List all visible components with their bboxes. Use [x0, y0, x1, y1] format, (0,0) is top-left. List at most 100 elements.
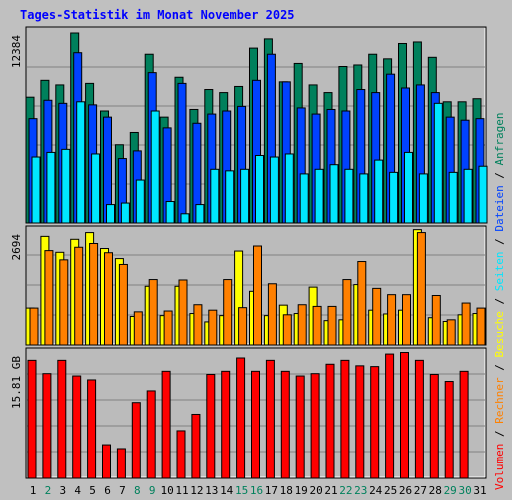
legend-separator: / [493, 358, 506, 378]
x-tick-label: 25 [384, 484, 397, 497]
x-tick-label: 30 [458, 484, 471, 497]
bar-volumen-day-12 [191, 413, 201, 479]
bar-volumen-day-15 [236, 357, 246, 479]
x-tick-label: 12 [190, 484, 203, 497]
bar-rechner-day-13 [208, 309, 218, 346]
bar-volumen-day-21 [325, 363, 335, 479]
x-tick-label: 16 [250, 484, 263, 497]
bar-seiten-day-14 [225, 170, 235, 224]
bar-volumen-day-22 [340, 359, 350, 479]
legend-separator: / [493, 424, 506, 444]
legend-item-seiten: Seiten [493, 252, 506, 292]
bar-rechner-day-31 [476, 307, 486, 346]
bar-volumen-day-19 [295, 375, 305, 479]
x-tick-label: 22 [339, 484, 352, 497]
bar-rechner-day-6 [104, 252, 113, 346]
bar-seiten-day-24 [374, 159, 384, 224]
bar-volumen-day-30 [459, 370, 469, 479]
bar-seiten-day-31 [478, 165, 488, 224]
legend: Volumen / Rechner / Besuche / Seiten / D… [493, 112, 506, 490]
bar-seiten-day-26 [404, 151, 413, 224]
bar-volumen-day-6 [102, 444, 111, 479]
legend-item-dateien: Dateien [493, 185, 506, 231]
bar-seiten-day-10 [165, 201, 175, 224]
bar-seiten-day-3 [61, 148, 71, 224]
bar-seiten-day-20 [314, 168, 324, 224]
x-tick-label: 20 [309, 484, 322, 497]
bar-rechner-day-3 [59, 259, 69, 346]
x-tick-label: 15 [235, 484, 248, 497]
bar-volumen-day-29 [444, 381, 454, 479]
y-max-label: 12384 [10, 35, 23, 68]
x-tick-label: 6 [104, 484, 111, 497]
bar-rechner-day-20 [312, 305, 322, 346]
x-tick-label: 8 [134, 484, 141, 497]
bar-volumen-day-10 [161, 370, 171, 479]
legend-item-besuche: Besuche [493, 311, 506, 357]
x-tick-label: 4 [74, 484, 81, 497]
bar-seiten-day-9 [150, 110, 160, 224]
legend-separator: / [493, 232, 506, 252]
bar-volumen-day-23 [355, 365, 365, 479]
bar-seiten-day-28 [433, 102, 443, 224]
legend-separator: / [493, 165, 506, 185]
bar-seiten-day-11 [180, 213, 190, 224]
bar-dateien-day-11 [177, 82, 187, 224]
x-tick-label: 29 [444, 484, 457, 497]
bar-volumen-day-27 [414, 359, 424, 479]
legend-item-rechner: Rechner [493, 377, 506, 424]
bar-seiten-day-19 [299, 173, 309, 224]
x-tick-label: 28 [429, 484, 442, 497]
x-tick-label: 19 [295, 484, 308, 497]
bar-rechner-day-10 [163, 310, 173, 346]
bar-volumen-day-25 [385, 353, 395, 479]
bar-volumen-day-5 [87, 379, 97, 479]
bar-volumen-day-2 [42, 373, 52, 479]
bar-rechner-day-28 [431, 295, 441, 346]
bar-rechner-day-14 [223, 279, 233, 346]
x-tick-label: 14 [220, 484, 234, 497]
bar-volumen-day-7 [116, 448, 126, 479]
bar-seiten-day-22 [344, 168, 354, 224]
bar-rechner-day-5 [89, 242, 99, 346]
bar-volumen-day-9 [146, 390, 156, 479]
x-tick-label: 31 [473, 484, 486, 497]
bar-volumen-day-28 [429, 373, 439, 479]
x-tick-label: 2 [45, 484, 52, 497]
bar-seiten-day-2 [46, 151, 56, 224]
x-tick-label: 5 [89, 484, 96, 497]
bar-seiten-day-21 [329, 164, 339, 224]
x-tick-label: 21 [324, 484, 337, 497]
bar-rechner-day-15 [238, 307, 248, 346]
bar-seiten-day-5 [91, 153, 101, 224]
bar-volumen-day-17 [265, 359, 275, 479]
y-max-label: 2694 [10, 234, 23, 261]
x-tick-label: 27 [414, 484, 427, 497]
bar-volumen-day-3 [57, 359, 67, 479]
bar-volumen-day-18 [280, 370, 290, 479]
chart-title: Tages-Statistik im Monat November 2025 [20, 8, 295, 22]
bar-seiten-day-12 [195, 204, 205, 224]
bar-rechner-day-21 [327, 305, 337, 346]
bar-rechner-day-17 [267, 283, 277, 346]
x-tick-label: 23 [354, 484, 367, 497]
bar-seiten-day-16 [255, 154, 264, 224]
bar-rechner-day-30 [461, 302, 471, 346]
legend-item-anfragen: Anfragen [493, 112, 506, 165]
bar-volumen-day-13 [206, 373, 216, 479]
bar-rechner-day-1 [29, 307, 39, 346]
x-tick-label: 3 [59, 484, 66, 497]
bar-volumen-day-4 [72, 375, 82, 479]
bar-rechner-day-2 [44, 250, 54, 346]
x-tick-label: 24 [369, 484, 383, 497]
bar-rechner-day-4 [74, 246, 84, 346]
x-tick-label: 26 [399, 484, 412, 497]
bar-volumen-day-16 [251, 370, 260, 479]
bar-volumen-day-20 [310, 373, 320, 479]
bar-rechner-day-27 [416, 232, 426, 346]
x-tick-label: 1 [30, 484, 37, 497]
bar-volumen-day-11 [176, 430, 186, 479]
bar-seiten-day-8 [135, 179, 145, 224]
